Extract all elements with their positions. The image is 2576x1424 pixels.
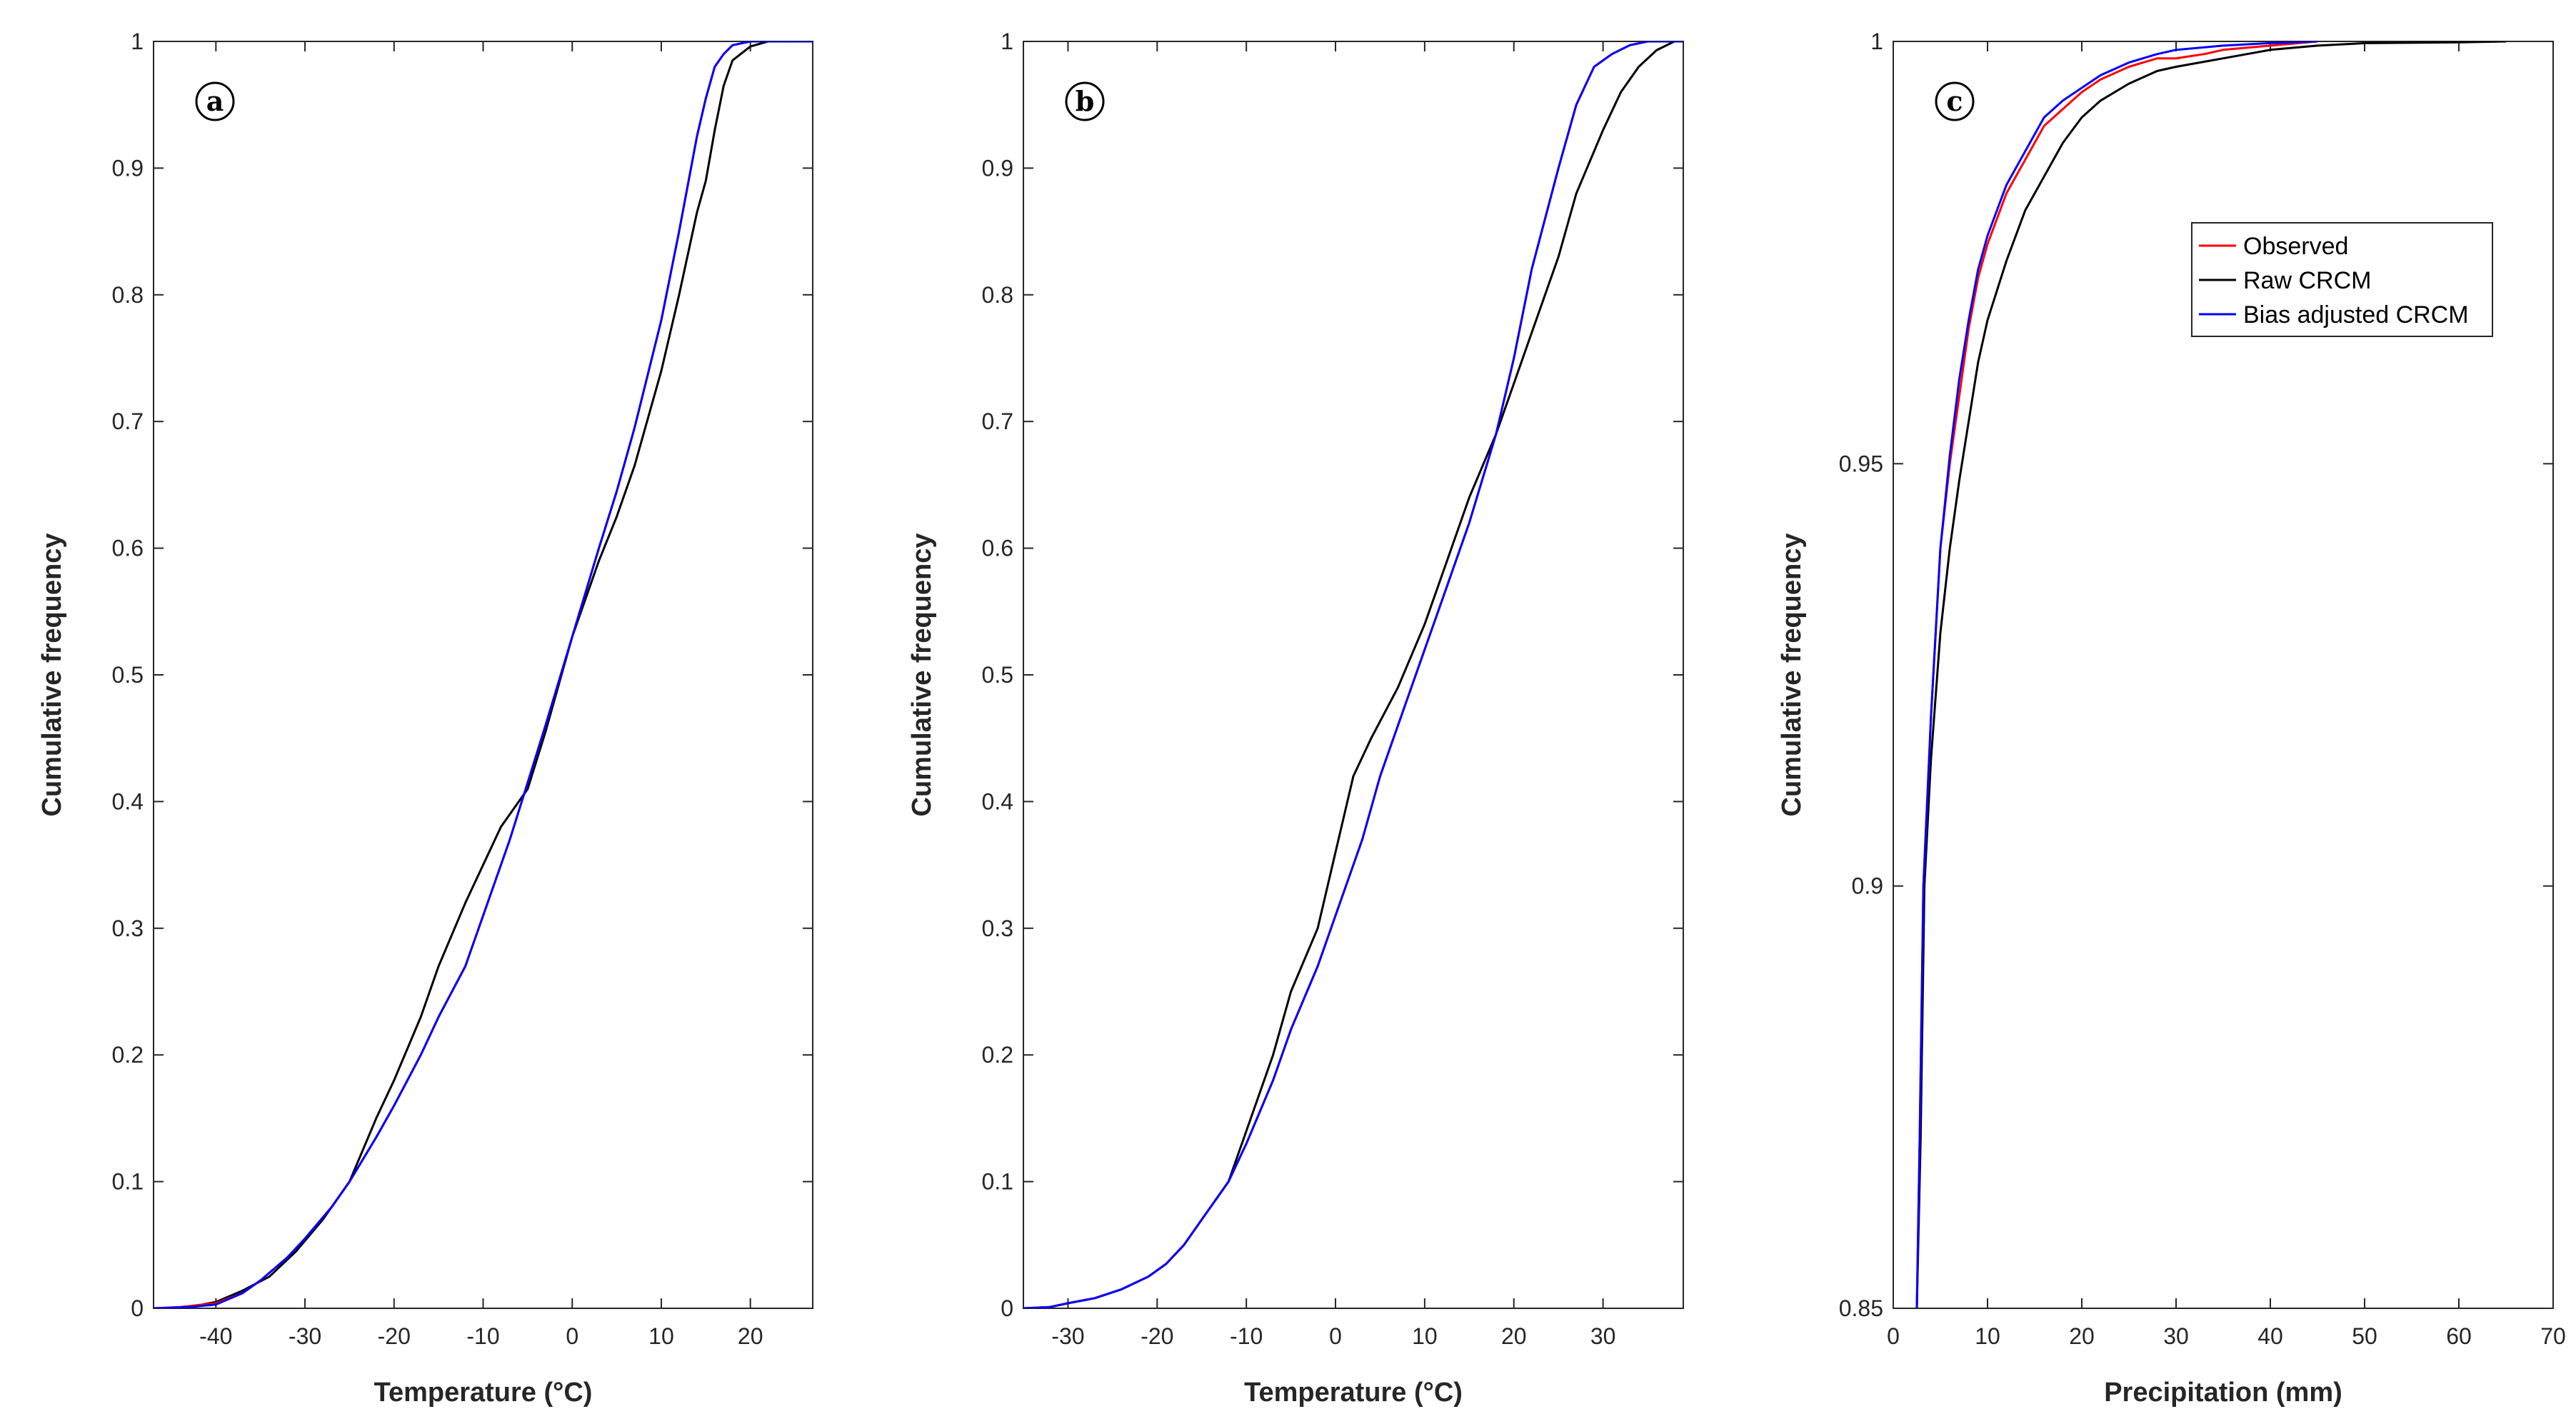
y-tick-label: 0.3 [112, 916, 144, 941]
y-tick-label: 0.7 [982, 408, 1013, 434]
legend-entry: Raw CRCM [2243, 267, 2371, 294]
x-tick-label: 0 [566, 1323, 578, 1349]
x-tick-label: 70 [2540, 1323, 2566, 1349]
x-tick-label: 10 [1412, 1323, 1438, 1349]
x-axis-label: Precipitation (mm) [2104, 1378, 2342, 1408]
y-tick-label: 0.9 [112, 155, 144, 181]
x-tick-label: 20 [738, 1323, 763, 1349]
y-tick-label: 1 [1001, 29, 1013, 54]
y-tick-label: 0 [131, 1295, 144, 1321]
panel-a: -40 -30 -20 -10 0 10 20 0 0.1 0.2 0.3 0.4 0.5 0.6 0.7 0… [37, 29, 813, 1408]
x-tick-label: -20 [1141, 1323, 1173, 1349]
y-tick-label: 0.4 [982, 788, 1013, 814]
x-tick-label: 10 [1975, 1323, 2000, 1349]
x-axis-label: Temperature (°C) [374, 1378, 593, 1408]
x-tick-label: -30 [1051, 1323, 1084, 1349]
y-tick-label: 0.2 [112, 1042, 144, 1068]
series-line-raw-crcm [1915, 41, 2507, 1308]
y-tick-label: 0.4 [112, 788, 144, 814]
panel-label-circle [195, 81, 235, 121]
y-tick-label: 0.8 [982, 282, 1013, 308]
y-tick-label: 0.9 [982, 155, 1013, 181]
y-tick-label: 0 [1001, 1295, 1013, 1321]
panel-label: c [1946, 85, 1963, 117]
y-tick-label: 0.6 [112, 536, 144, 561]
y-tick-label: 1 [131, 29, 144, 54]
y-tick-label: 0.9 [1852, 873, 1883, 899]
series-group [154, 41, 813, 1308]
panel-label-circle [1935, 81, 1975, 121]
x-tick-label: 10 [648, 1323, 674, 1349]
series-line-bias-adjusted-crcm [1023, 41, 1683, 1308]
x-tick-label: 40 [2257, 1323, 2283, 1349]
series-line-raw-crcm [154, 41, 813, 1308]
y-tick-label: 0.1 [982, 1169, 1013, 1195]
axes-box [1893, 41, 2554, 1309]
y-tick-label: 0.3 [982, 916, 1013, 941]
y-axis-label: Cumulative frequency [1777, 533, 1807, 817]
x-tick-label: 30 [1590, 1323, 1616, 1349]
x-tick-label: -20 [378, 1323, 411, 1349]
legend-entry: Observed [2243, 233, 2348, 260]
series-line-bias-adjusted-crcm [154, 41, 813, 1308]
y-tick-label: 0.5 [112, 662, 144, 688]
y-tick-label: 0.8 [112, 282, 144, 308]
y-axis-label: Cumulative frequency [907, 533, 937, 817]
panel-label: b [1076, 85, 1095, 117]
x-tick-label: 20 [2069, 1323, 2095, 1349]
x-tick-label: -10 [466, 1323, 499, 1349]
x-tick-label: 20 [1501, 1323, 1527, 1349]
panel-label: a [206, 85, 224, 117]
y-tick-label: 0.1 [112, 1169, 144, 1195]
y-tick-label: 1 [1870, 29, 1883, 54]
x-tick-label: 60 [2446, 1323, 2472, 1349]
series-group [1915, 41, 2507, 1308]
y-tick-label: 0.5 [982, 662, 1013, 688]
panel-c: 0 10 20 30 40 50 60 70 0.85 0.9 0.95 1 Precipitation… [1777, 29, 2566, 1408]
x-tick-label: -10 [1230, 1323, 1263, 1349]
x-tick-label: 30 [2163, 1323, 2189, 1349]
x-tick-label: -40 [199, 1323, 232, 1349]
y-tick-label: 0.7 [112, 408, 144, 434]
y-tick-label: 0.6 [982, 536, 1013, 561]
series-line-bias-adjusted-crcm [1915, 41, 2318, 1308]
series-group [1023, 41, 1683, 1308]
legend-entry: Bias adjusted CRCM [2243, 301, 2469, 329]
y-axis-label: Cumulative frequency [37, 533, 67, 817]
x-tick-label: 50 [2352, 1323, 2377, 1349]
legend-box [2191, 222, 2493, 337]
y-tick-label: 0.95 [1839, 451, 1883, 476]
x-tick-label: 0 [1887, 1323, 1900, 1349]
panel-b: -30 -20 -10 0 10 20 30 0 0.1 0.2 0.3 0.4 0.5 0.6 0.7 0.… [907, 29, 1684, 1408]
y-tick-label: 0.2 [982, 1042, 1013, 1068]
y-tick-label: 0.85 [1839, 1295, 1883, 1321]
x-tick-label: -30 [289, 1323, 321, 1349]
x-tick-label: 0 [1329, 1323, 1342, 1349]
panel-label-circle [1065, 81, 1105, 121]
x-axis-label: Temperature (°C) [1244, 1378, 1463, 1408]
